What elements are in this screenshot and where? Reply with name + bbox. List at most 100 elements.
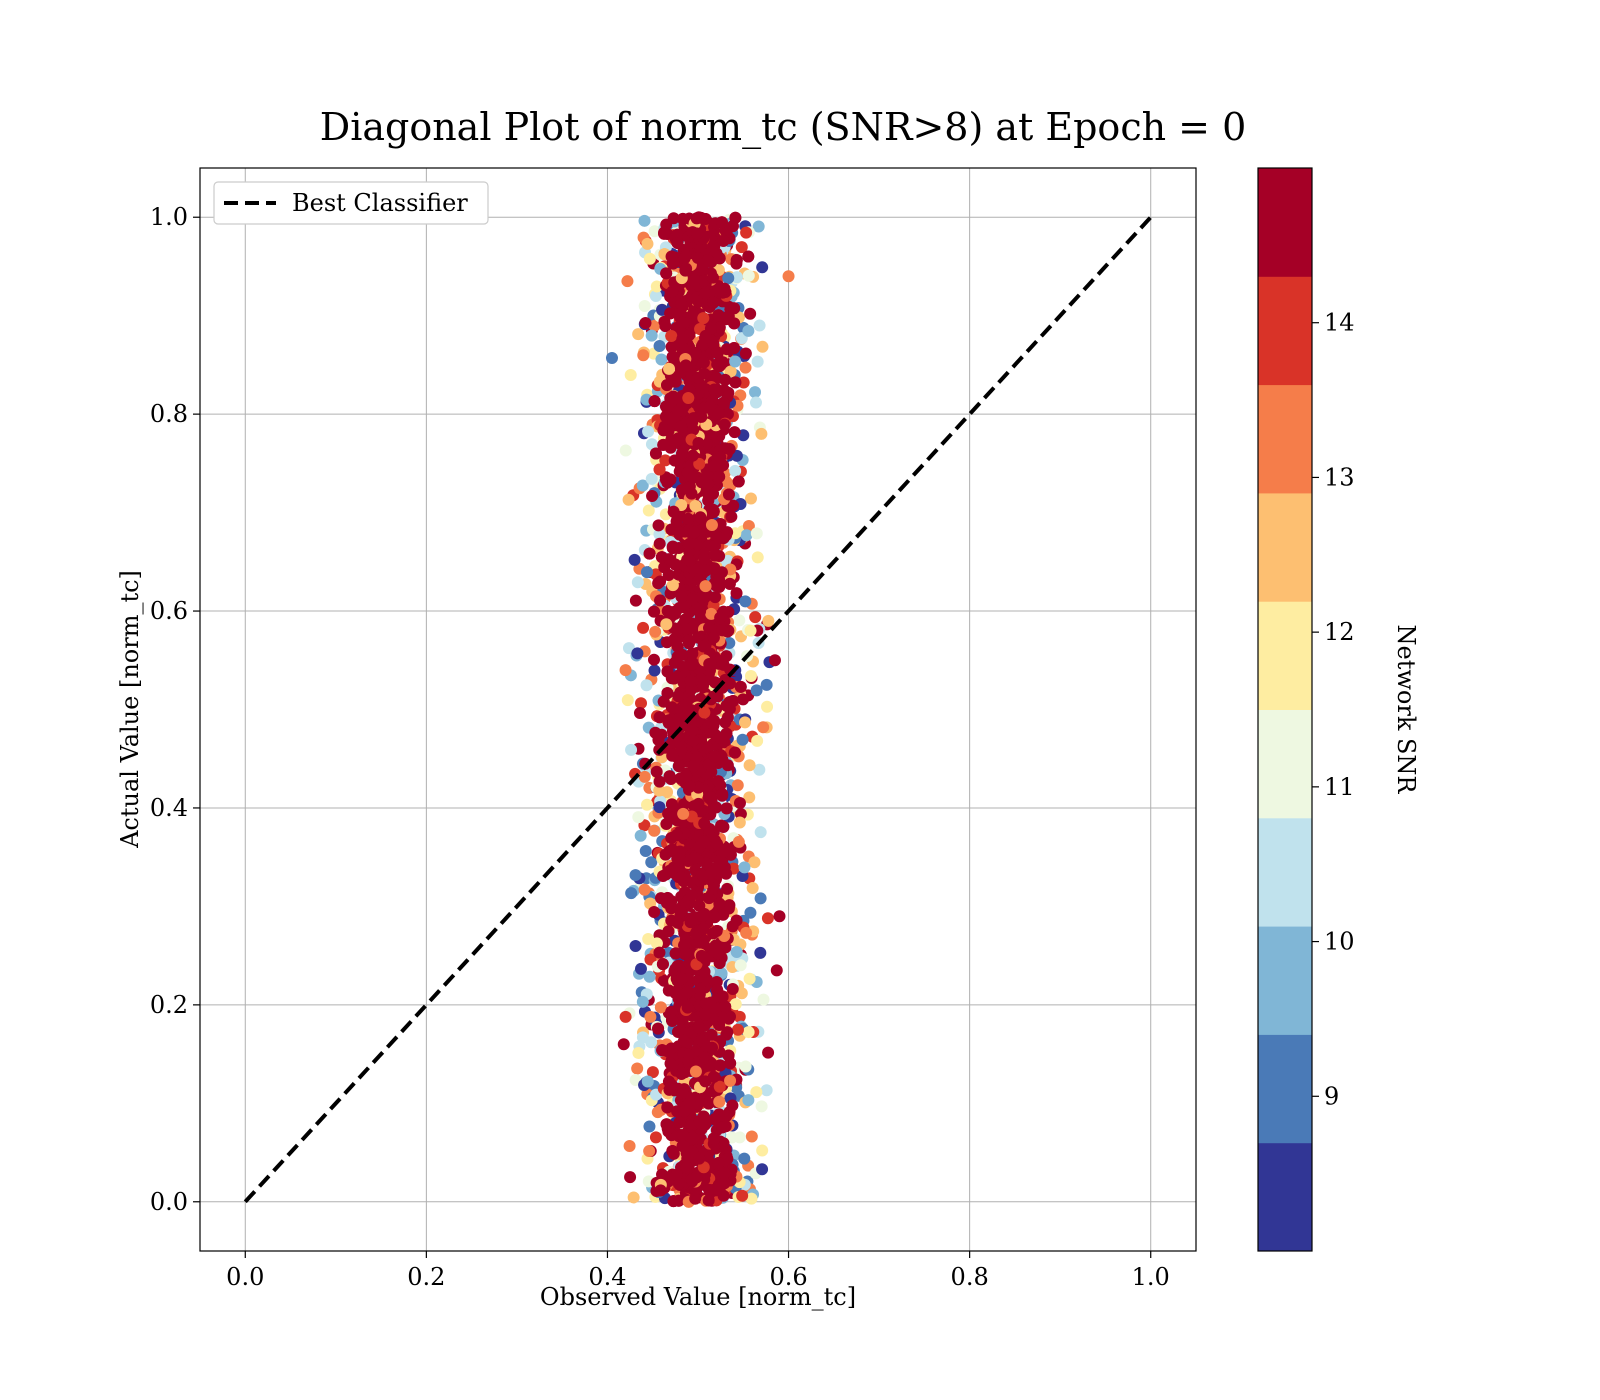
scatter-point <box>676 212 689 225</box>
scatter-point <box>664 307 677 320</box>
y-tick-label: 1.0 <box>150 203 188 231</box>
scatter-point <box>665 329 678 342</box>
scatter-point <box>646 489 659 502</box>
scatter-point <box>638 770 651 783</box>
scatter-point <box>713 470 726 483</box>
scatter-point <box>676 660 689 673</box>
scatter-point <box>729 211 742 224</box>
scatter-point <box>678 252 691 265</box>
scatter-point <box>672 690 685 703</box>
scatter-point <box>728 426 741 439</box>
scatter-point <box>696 909 709 922</box>
plot-area <box>199 167 1197 1252</box>
scatter-point <box>713 1095 726 1108</box>
scatter-point <box>679 264 692 277</box>
scatter-point <box>712 309 725 322</box>
scatter-point <box>712 407 725 420</box>
scatter-point <box>678 1105 691 1118</box>
scatter-point <box>705 866 718 879</box>
scatter-point <box>654 594 667 607</box>
scatter-point <box>692 437 705 450</box>
scatter-point <box>751 355 764 368</box>
scatter-point <box>645 472 658 485</box>
scatter-point <box>619 664 632 677</box>
scatter-point <box>687 734 700 747</box>
scatter-point <box>661 687 674 700</box>
scatter-point <box>736 1189 749 1202</box>
scatter-point <box>762 614 775 627</box>
scatter-point <box>634 829 647 842</box>
scatter-point <box>667 505 680 518</box>
scatter-point <box>638 214 651 227</box>
scatter-point <box>721 882 734 895</box>
scatter-point <box>688 852 701 865</box>
scatter-point <box>723 443 736 456</box>
scatter-point <box>743 759 756 772</box>
scatter-point <box>673 853 686 866</box>
scatter-point <box>705 717 718 730</box>
scatter-point <box>724 1074 737 1087</box>
scatter-point <box>744 492 757 505</box>
scatter-point <box>700 564 713 577</box>
scatter-point <box>661 379 674 392</box>
scatter-point <box>689 1192 702 1205</box>
colorbar-bin <box>1258 384 1312 494</box>
scatter-point <box>760 1084 773 1097</box>
scatter-point <box>621 694 634 707</box>
scatter-point <box>697 835 710 848</box>
scatter-point <box>685 658 698 671</box>
scatter-point <box>707 1070 720 1083</box>
scatter-point <box>650 765 663 778</box>
y-tick-label: 0.0 <box>150 1188 188 1216</box>
scatter-point <box>665 1078 678 1091</box>
scatter-point <box>636 479 649 492</box>
x-tick-label: 0.6 <box>769 1263 807 1291</box>
scatter-point <box>677 807 690 820</box>
scatter-point <box>742 250 755 263</box>
scatter-point <box>706 1041 719 1054</box>
y-axis-label: Actual Value [norm_tc] <box>116 570 144 849</box>
scatter-point <box>670 1168 683 1181</box>
scatter-point <box>675 298 688 311</box>
scatter-point <box>740 529 753 542</box>
scatter-point <box>733 797 746 810</box>
scatter-point <box>665 811 678 824</box>
scatter-point <box>657 438 670 451</box>
scatter-point <box>686 449 699 462</box>
scatter-point <box>665 250 678 263</box>
scatter-point <box>732 835 745 848</box>
scatter-point <box>649 1131 662 1144</box>
scatter-point <box>632 811 645 824</box>
scatter-point <box>666 540 679 553</box>
scatter-point <box>656 958 669 971</box>
scatter-point <box>641 1075 654 1088</box>
scatter-point <box>757 721 770 734</box>
scatter-point <box>639 316 652 329</box>
scatter-point <box>697 312 710 325</box>
scatter-point <box>732 475 745 488</box>
scatter-point <box>699 997 712 1010</box>
scatter-point <box>742 520 755 533</box>
scatter-point <box>728 746 741 759</box>
scatter-point <box>648 395 661 408</box>
scatter-point <box>661 896 674 909</box>
scatter-point <box>773 910 786 923</box>
scatter-point <box>726 1099 739 1112</box>
scatter-point <box>699 580 712 593</box>
scatter-point <box>662 569 675 582</box>
scatter-point <box>742 269 755 282</box>
scatter-point <box>760 678 773 691</box>
scatter-point <box>625 743 638 756</box>
scatter-point <box>653 946 666 959</box>
y-tick-label: 0.2 <box>150 991 188 1019</box>
scatter-point <box>723 577 736 590</box>
scatter-point <box>740 926 753 939</box>
scatter-point <box>653 775 666 788</box>
scatter-point <box>744 307 757 320</box>
scatter-point <box>628 553 641 566</box>
y-tick-label: 0.8 <box>150 400 188 428</box>
colorbar-tick-label: 13 <box>1324 463 1355 491</box>
scatter-point <box>753 319 766 332</box>
scatter-point <box>671 405 684 418</box>
